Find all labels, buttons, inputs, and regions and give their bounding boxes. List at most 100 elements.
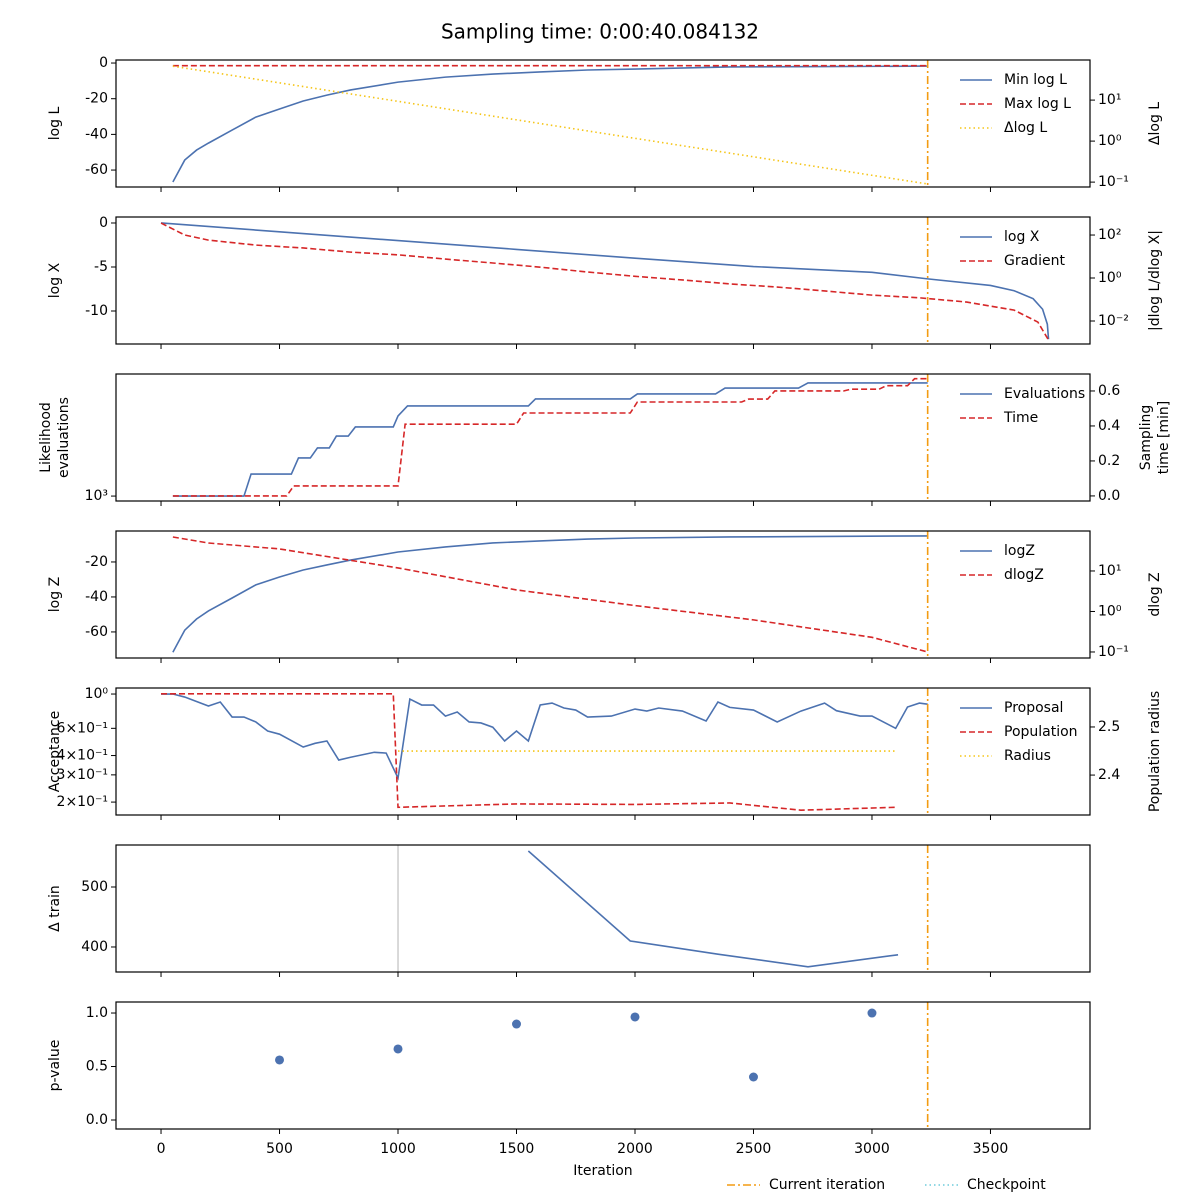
axis-label: Sampling bbox=[1138, 405, 1154, 471]
plot-frame bbox=[115, 216, 1091, 345]
y2-tick-label: 0.4 bbox=[1098, 418, 1120, 434]
legend-label: logZ bbox=[1004, 543, 1035, 559]
y-tick-label: 3×10⁻¹ bbox=[57, 767, 108, 783]
legend-label: Proposal bbox=[1004, 700, 1063, 716]
axis-label: Acceptance bbox=[47, 711, 63, 792]
legend-label: Min log L bbox=[1004, 72, 1067, 88]
y2-tick-label: 2.5 bbox=[1098, 719, 1120, 735]
point bbox=[867, 1008, 877, 1018]
legend-label: Checkpoint bbox=[967, 1177, 1046, 1193]
x-axis-label: Iteration bbox=[573, 1163, 632, 1179]
legend-label: dlogZ bbox=[1004, 567, 1044, 583]
axis-label: Δlog L bbox=[1147, 102, 1163, 145]
legend-label: Gradient bbox=[1004, 253, 1065, 269]
y-tick-label: -40 bbox=[85, 126, 108, 142]
legend-label: log X bbox=[1004, 229, 1040, 245]
y2-tick-label: 10⁻¹ bbox=[1098, 644, 1129, 660]
y2-tick-label: 10⁰ bbox=[1098, 133, 1122, 149]
y-tick-label: 6×10⁻¹ bbox=[57, 720, 108, 736]
point bbox=[748, 1072, 758, 1082]
legend-label: Radius bbox=[1004, 748, 1051, 764]
x-tick-label: 0 bbox=[157, 1141, 166, 1157]
y-tick-label: -20 bbox=[85, 554, 108, 570]
y-tick-label: 10⁰ bbox=[85, 686, 109, 702]
plot-frame bbox=[115, 844, 1091, 973]
series-line bbox=[160, 222, 1050, 341]
legend-label: Δlog L bbox=[1004, 120, 1047, 136]
y-tick-label: -60 bbox=[85, 162, 108, 178]
y-tick-label: 4×10⁻¹ bbox=[57, 748, 108, 764]
y-tick-label: -20 bbox=[85, 91, 108, 107]
y-tick-label: 0.0 bbox=[86, 1112, 108, 1128]
y-tick-label: 1.0 bbox=[86, 1005, 108, 1021]
plot-frame bbox=[115, 530, 1091, 659]
series-line bbox=[172, 377, 928, 497]
x-tick-label: 3000 bbox=[854, 1141, 890, 1157]
series-line bbox=[527, 850, 899, 968]
series-line bbox=[172, 382, 928, 497]
plot-frame bbox=[115, 59, 1091, 188]
series-line bbox=[161, 693, 928, 781]
y2-tick-label: 2.4 bbox=[1098, 767, 1120, 783]
axis-label: Δ train bbox=[47, 885, 63, 932]
x-tick-label: 1500 bbox=[499, 1141, 535, 1157]
x-tick-label: 1000 bbox=[380, 1141, 416, 1157]
legend-label: Evaluations bbox=[1004, 386, 1085, 402]
y-tick-label: -60 bbox=[85, 624, 108, 640]
series-line bbox=[161, 692, 896, 811]
axis-label: log X bbox=[47, 262, 63, 298]
series-line bbox=[172, 65, 928, 183]
legend-label: Max log L bbox=[1004, 96, 1071, 112]
y-tick-label: -5 bbox=[94, 259, 108, 275]
axis-label: evaluations bbox=[56, 397, 72, 478]
y-tick-label: 0 bbox=[99, 55, 108, 71]
y2-tick-label: 0.2 bbox=[1098, 453, 1120, 469]
legend-label: Current iteration bbox=[769, 1177, 885, 1193]
x-tick-label: 2500 bbox=[736, 1141, 772, 1157]
x-tick-label: 500 bbox=[266, 1141, 293, 1157]
y-tick-label: 10³ bbox=[85, 488, 108, 504]
y2-tick-label: 10⁻² bbox=[1098, 313, 1129, 329]
axis-label: |dlog L/dlog X| bbox=[1147, 230, 1163, 331]
figure-title: Sampling time: 0:00:40.084132 bbox=[441, 20, 759, 44]
plot-frame bbox=[115, 687, 1091, 816]
axis-label: Population radius bbox=[1147, 691, 1163, 812]
y2-tick-label: 10² bbox=[1098, 227, 1121, 243]
x-tick-label: 2000 bbox=[617, 1141, 653, 1157]
axis-label: log Z bbox=[47, 577, 63, 612]
y2-tick-label: 10¹ bbox=[1098, 92, 1121, 108]
axis-label: time [min] bbox=[1156, 401, 1172, 474]
axis-label: log L bbox=[47, 107, 63, 141]
y-tick-label: 0.5 bbox=[86, 1059, 108, 1075]
axis-label: dlog Z bbox=[1147, 572, 1163, 616]
x-tick-label: 3500 bbox=[973, 1141, 1009, 1157]
point bbox=[630, 1012, 640, 1022]
y-tick-label: 400 bbox=[81, 939, 108, 955]
plot-frame bbox=[115, 1001, 1091, 1130]
y2-tick-label: 0.0 bbox=[1098, 488, 1120, 504]
legend-label: Population bbox=[1004, 724, 1078, 740]
point bbox=[512, 1019, 522, 1029]
series-line bbox=[172, 536, 928, 653]
axis-label: Likelihood bbox=[38, 402, 54, 473]
y2-tick-label: 10¹ bbox=[1098, 563, 1121, 579]
y-tick-label: 500 bbox=[81, 879, 108, 895]
series-line bbox=[172, 535, 928, 653]
y-tick-label: 2×10⁻¹ bbox=[57, 794, 108, 810]
y2-tick-label: 10⁻¹ bbox=[1098, 174, 1129, 190]
y-tick-label: 0 bbox=[99, 215, 108, 231]
plot-frame bbox=[115, 373, 1091, 502]
y2-tick-label: 10⁰ bbox=[1098, 603, 1122, 619]
y-tick-label: -40 bbox=[85, 589, 108, 605]
series-line bbox=[160, 222, 1050, 340]
series-line bbox=[172, 65, 928, 185]
point bbox=[275, 1055, 285, 1065]
y-tick-label: -10 bbox=[85, 303, 108, 319]
y2-tick-label: 0.6 bbox=[1098, 383, 1120, 399]
legend-label: Time bbox=[1003, 410, 1038, 426]
axis-label: p-value bbox=[47, 1040, 63, 1092]
point bbox=[393, 1044, 403, 1054]
y2-tick-label: 10⁰ bbox=[1098, 270, 1122, 286]
